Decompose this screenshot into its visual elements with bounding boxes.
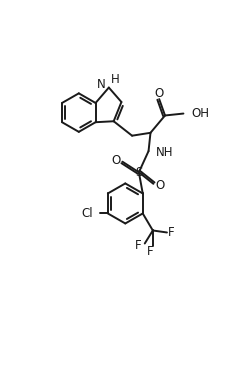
Text: F: F [168, 226, 174, 239]
Text: H: H [111, 73, 120, 86]
Text: F: F [146, 245, 153, 258]
Text: O: O [154, 87, 164, 100]
Text: OH: OH [191, 107, 209, 120]
Text: Cl: Cl [81, 207, 93, 220]
Text: NH: NH [156, 146, 174, 159]
Text: N: N [97, 78, 106, 91]
Text: S: S [135, 166, 142, 179]
Text: O: O [112, 154, 121, 167]
Text: F: F [135, 239, 142, 252]
Text: O: O [155, 179, 164, 192]
